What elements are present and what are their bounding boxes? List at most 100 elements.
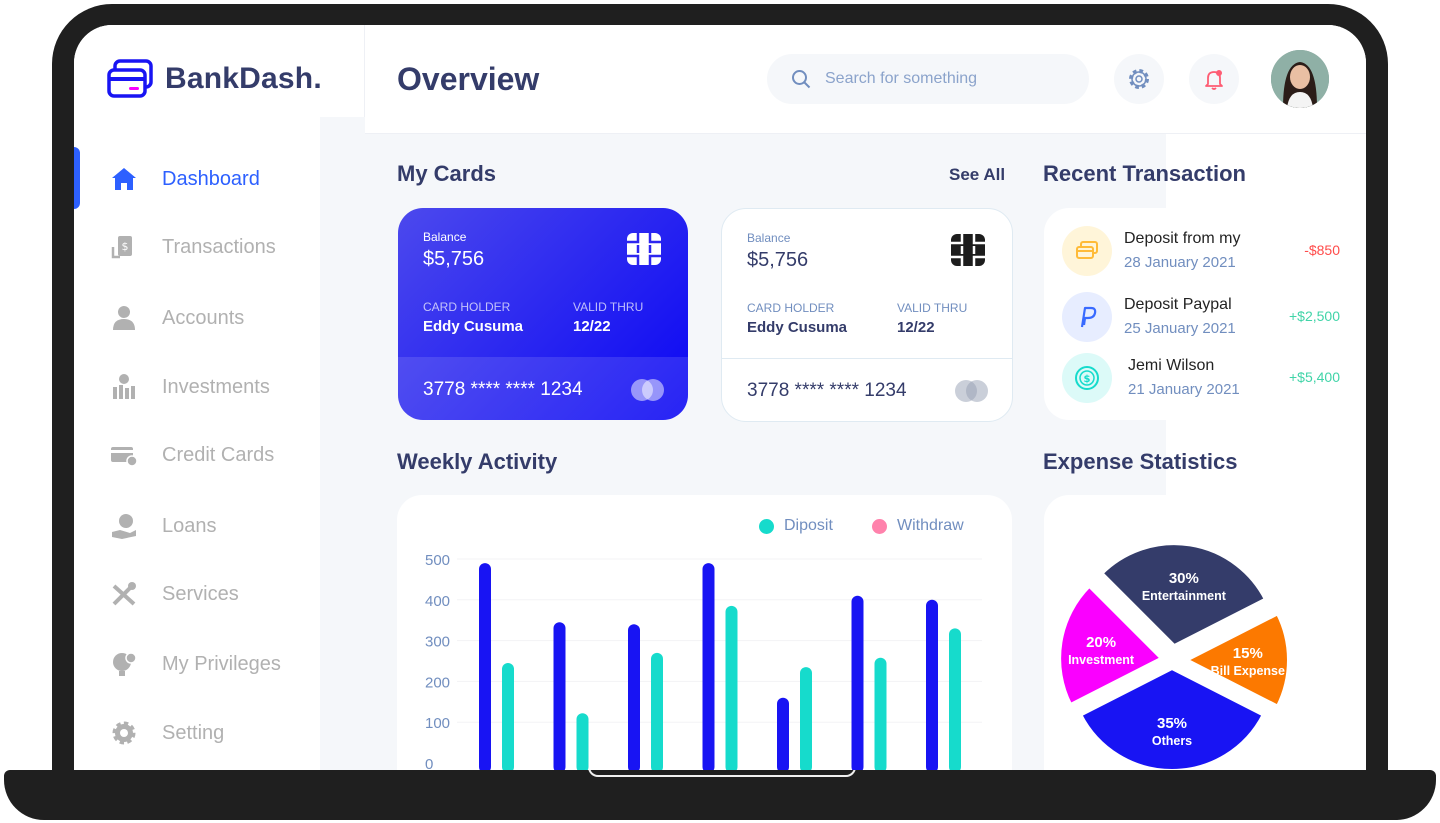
bar-withdraw[interactable] — [576, 713, 589, 770]
card-footer — [722, 358, 1012, 421]
sidebar-item-credit-cards[interactable]: Credit Cards — [74, 433, 364, 477]
loan-icon — [112, 514, 136, 539]
card-holder-label: CARD HOLDER — [747, 301, 835, 315]
tx-date: 28 January 2021 — [1124, 254, 1236, 271]
bar-withdraw[interactable] — [725, 605, 738, 770]
chip-icon — [627, 233, 661, 265]
paypal-icon — [1080, 306, 1097, 328]
legend-dot — [759, 518, 774, 534]
sidebar-item-label: My Privileges — [162, 652, 281, 675]
card-number: 3778 **** **** 1234 — [423, 379, 583, 400]
sidebar-item-my-privileges[interactable]: My Privileges — [74, 642, 364, 686]
pie-slice[interactable] — [1057, 582, 1166, 708]
sidebar-item-investments[interactable]: Investments — [74, 365, 364, 409]
svg-text:$: $ — [122, 240, 129, 253]
sidebar-item-accounts[interactable]: Accounts — [74, 296, 364, 340]
legend-label: Withdraw — [897, 517, 964, 534]
chip-icon — [951, 234, 985, 266]
bar-withdraw[interactable] — [874, 657, 887, 770]
y-tick-label: 500 — [425, 552, 450, 569]
see-all-link[interactable]: See All — [949, 165, 1006, 184]
tx-date: 25 January 2021 — [1124, 320, 1236, 337]
credit-card-secondary[interactable]: Balance $5,756 CARD HOLDER Eddy Cusuma V… — [721, 208, 1013, 422]
card-holder-name: Eddy Cusuma — [747, 319, 848, 336]
pie-percent-label: 15% — [1233, 645, 1263, 662]
search-input[interactable] — [823, 69, 1067, 89]
weekly-bar-chart: 500 400 300 200 100 0 — [425, 552, 982, 770]
investment-icon — [113, 374, 135, 399]
search-bar[interactable] — [767, 54, 1089, 104]
sidebar-item-label: Services — [162, 582, 239, 605]
tx-icon-wrap — [1062, 226, 1112, 276]
pie-percent-label: 20% — [1086, 634, 1116, 651]
notifications-button[interactable] — [1189, 54, 1239, 104]
bar-deposit[interactable] — [553, 622, 566, 770]
sidebar-item-label: Credit Cards — [162, 443, 275, 466]
y-tick-label: 0 — [425, 756, 433, 770]
y-tick-label: 100 — [425, 715, 450, 732]
balance-value: $5,756 — [747, 249, 809, 271]
laptop-base — [4, 770, 1436, 820]
bar-deposit[interactable] — [628, 624, 640, 770]
pie-category-label: Bill Expense — [1211, 664, 1285, 678]
balance-label: Balance — [747, 231, 791, 245]
bell-icon — [1205, 70, 1223, 90]
tx-icon-wrap: $ — [1062, 353, 1112, 403]
list-item[interactable]: Deposit Paypal 25 January 2021 +$2,500 — [1062, 292, 1362, 344]
bar-withdraw[interactable] — [800, 667, 812, 770]
pie-percent-label: 35% — [1157, 715, 1187, 732]
tx-amount: +$2,500 — [1289, 308, 1340, 324]
sidebar-item-setting[interactable]: Setting — [74, 711, 364, 755]
y-tick-label: 400 — [425, 593, 450, 610]
sidebar-item-loans[interactable]: Loans — [74, 504, 364, 548]
pie-slice[interactable] — [1077, 665, 1267, 770]
bar-deposit[interactable] — [777, 697, 789, 770]
bar-deposit[interactable] — [479, 563, 491, 770]
pie-percent-label: 30% — [1169, 570, 1199, 587]
search-icon — [792, 70, 811, 89]
svg-text:$: $ — [1084, 374, 1091, 385]
list-item[interactable]: Deposit from my 28 January 2021 -$850 — [1062, 226, 1362, 278]
transactions-panel: Deposit from my 28 January 2021 -$850 De… — [1044, 208, 1366, 420]
tx-date: 21 January 2021 — [1128, 381, 1240, 398]
avatar[interactable] — [1271, 50, 1329, 108]
y-tick-label: 300 — [425, 634, 450, 651]
bar-withdraw[interactable] — [651, 652, 663, 770]
tx-title: Deposit from my — [1124, 230, 1241, 247]
tx-icon-wrap — [1062, 292, 1112, 342]
pie-category-label: Investment — [1068, 653, 1135, 667]
weekly-activity-title: Weekly Activity — [397, 449, 558, 474]
sidebar-item-transactions[interactable]: $ Transactions — [74, 225, 364, 269]
valid-thru-value: 12/22 — [573, 318, 611, 335]
home-icon — [112, 168, 136, 190]
tx-title: Jemi Wilson — [1128, 357, 1215, 374]
bar-withdraw[interactable] — [949, 628, 961, 770]
expense-pie-chart: 30% Entertainment 15% Bill Expense 35% Others… — [1057, 541, 1291, 770]
bar-deposit[interactable] — [851, 595, 864, 770]
logo-icon — [107, 59, 153, 98]
sidebar-item-services[interactable]: Services — [74, 572, 364, 616]
credit-card-primary[interactable]: Balance $5,756 CARD HOLDER Eddy Cusuma V… — [398, 208, 688, 420]
card-holder-name: Eddy Cusuma — [423, 318, 524, 335]
bar-deposit[interactable] — [702, 563, 715, 770]
logo[interactable]: BankDash. — [107, 59, 322, 99]
valid-thru-value: 12/22 — [897, 319, 935, 336]
balance-value: $5,756 — [423, 248, 485, 270]
pie-slice[interactable] — [1181, 610, 1291, 710]
my-cards-title: My Cards — [397, 161, 497, 186]
avatar-image — [1271, 50, 1329, 108]
list-item[interactable]: $ Jemi Wilson 21 January 2021 +$5,400 — [1062, 353, 1362, 405]
sidebar-item-label: Transactions — [162, 235, 276, 258]
sidebar-item-dashboard[interactable]: Dashboard — [74, 157, 364, 201]
sidebar-item-label: Loans — [162, 514, 217, 537]
pie-slice[interactable] — [1098, 541, 1269, 649]
top-header: Overview — [365, 25, 1366, 134]
bar-withdraw[interactable] — [502, 663, 514, 770]
legend-item-deposit: Diposit — [759, 517, 833, 535]
bar-deposit[interactable] — [926, 599, 938, 770]
settings-button[interactable] — [1114, 54, 1164, 104]
tx-amount: -$850 — [1304, 242, 1340, 258]
legend-label: Diposit — [784, 517, 833, 534]
dollar-icon: $ — [1075, 366, 1099, 390]
sidebar: BankDash. Dashboard $ Transactions Accou… — [74, 25, 365, 770]
